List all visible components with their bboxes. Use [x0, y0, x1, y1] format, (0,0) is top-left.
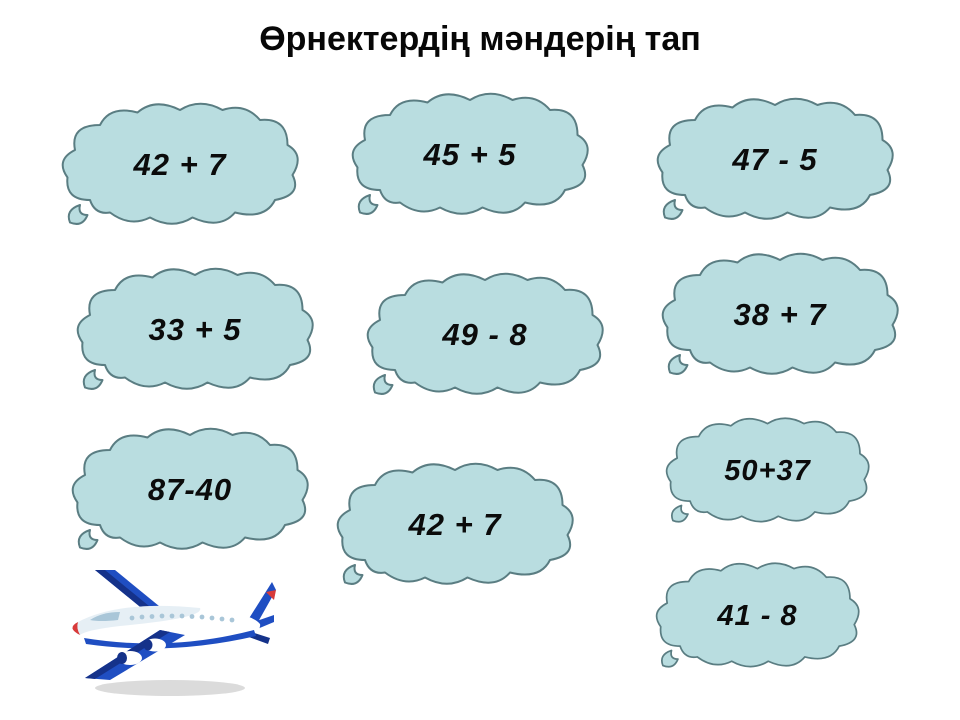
expression-cloud: 38 + 7 — [655, 250, 905, 380]
expression-cloud: 87-40 — [65, 425, 315, 555]
expression-cloud: 41 - 8 — [650, 560, 865, 672]
expression-cloud: 33 + 5 — [70, 265, 320, 395]
expression-text: 33 + 5 — [70, 265, 320, 395]
expression-text: 47 - 5 — [650, 95, 900, 225]
expression-cloud: 49 - 8 — [360, 270, 610, 400]
expression-text: 41 - 8 — [650, 560, 865, 672]
expression-cloud: 42 + 7 — [330, 460, 580, 590]
expression-text: 45 + 5 — [345, 90, 595, 220]
airplane-illustration — [60, 560, 280, 700]
expression-text: 42 + 7 — [55, 100, 305, 230]
expression-cloud: 45 + 5 — [345, 90, 595, 220]
expression-text: 50+37 — [660, 415, 875, 527]
expression-text: 49 - 8 — [360, 270, 610, 400]
expression-cloud: 47 - 5 — [650, 95, 900, 225]
expression-text: 38 + 7 — [655, 250, 905, 380]
worksheet-stage: Өрнектердің мәндерің тап — [0, 0, 960, 720]
expression-text: 42 + 7 — [330, 460, 580, 590]
expression-text: 87-40 — [65, 425, 315, 555]
expression-cloud: 42 + 7 — [55, 100, 305, 230]
expression-cloud: 50+37 — [660, 415, 875, 527]
page-title: Өрнектердің мәндерің тап — [0, 20, 960, 59]
